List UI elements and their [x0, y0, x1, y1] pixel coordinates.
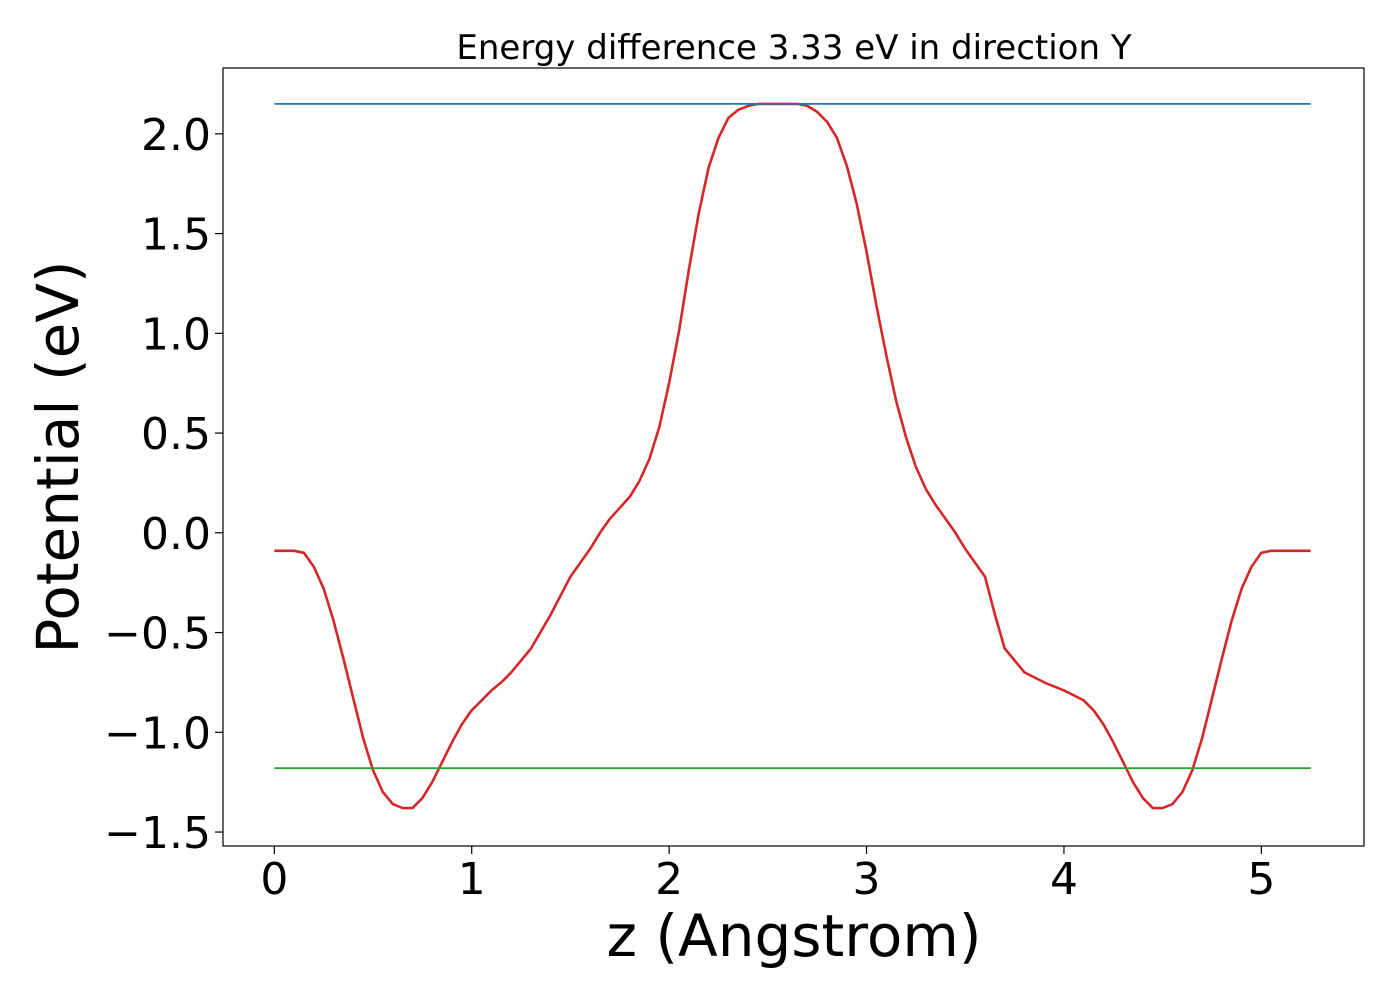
- x-tick-label: 5: [1247, 854, 1275, 905]
- x-tick-label: 1: [458, 854, 486, 905]
- y-axis-label: Potential (eV): [24, 260, 92, 653]
- x-tick-label: 0: [260, 854, 288, 905]
- x-axis-label: z (Angstrom): [607, 902, 982, 970]
- x-axis-ticks: 0 1 2 3 4 5: [260, 846, 1275, 905]
- y-tick-label: −1.0: [104, 708, 211, 759]
- y-tick-label: 2.0: [141, 110, 211, 161]
- plot-frame: [222, 67, 1365, 847]
- y-tick-label: 1.0: [141, 309, 211, 360]
- x-tick-label: 4: [1050, 854, 1078, 905]
- y-tick-label: −1.5: [104, 808, 211, 859]
- y-tick-label: 0.5: [141, 409, 211, 460]
- y-tick-label: −0.5: [104, 609, 211, 660]
- chart-title: Energy difference 3.33 eV in direction Y: [456, 28, 1131, 68]
- y-tick-label: 0.0: [141, 509, 211, 560]
- series-layer: [274, 102, 1311, 810]
- y-tick-label: 1.5: [141, 210, 211, 261]
- x-tick-label: 3: [853, 854, 881, 905]
- x-tick-label: 2: [655, 854, 683, 905]
- y-axis-ticks: −1.5 −1.0 −0.5 0.0 0.5 1.0 1.5 2.0: [104, 110, 223, 859]
